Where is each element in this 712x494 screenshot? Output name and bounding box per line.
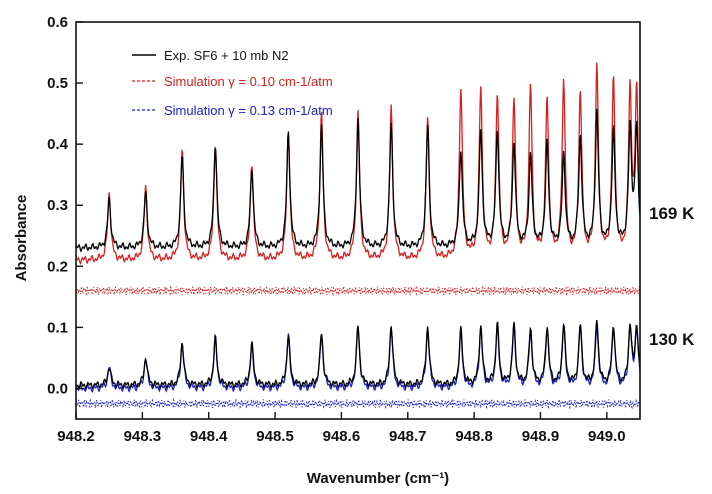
series-exp-169k: [75, 108, 641, 253]
legend: Exp. SF6 + 10 mb N2 Simulation γ = 0.10 …: [132, 48, 333, 118]
x-axis-ticks: 948.2 948.3 948.4 948.5 948.6 948.7 948.8 948.9…: [57, 412, 626, 445]
y-tick-label: 0.6: [47, 14, 68, 31]
x-tick-label: 948.5: [256, 428, 294, 445]
x-axis-title: Wavenumber (cm⁻¹): [307, 470, 449, 487]
series-residual-169k: [75, 285, 641, 297]
y-tick-label: 0.4: [47, 136, 69, 153]
x-tick-label: 948.6: [323, 428, 361, 445]
y-axis-ticks: 0.0 0.1 0.2 0.3 0.4 0.5 0.6: [47, 14, 83, 397]
x-tick-label: 949.0: [588, 428, 626, 445]
x-tick-label: 948.3: [124, 428, 162, 445]
series-residual-130k: [75, 397, 641, 410]
x-tick-label: 948.4: [190, 428, 228, 445]
y-tick-label: 0.2: [47, 258, 68, 275]
legend-label-sim-013: Simulation γ = 0.13 cm-1/atm: [164, 103, 333, 118]
temperature-label-169k: 169 K: [649, 204, 695, 223]
series-sim-010: [75, 62, 641, 265]
plot-frame: [75, 21, 641, 420]
y-tick-label: 0.5: [47, 75, 68, 92]
x-tick-label: 948.7: [389, 428, 427, 445]
y-tick-label: 0.1: [47, 319, 68, 336]
legend-label-sim-010: Simulation γ = 0.10 cm-1/atm: [164, 74, 333, 89]
temperature-label-130k: 130 K: [649, 330, 695, 349]
y-tick-label: 0.0: [47, 380, 68, 397]
y-axis-title: Absorbance: [13, 195, 30, 282]
x-tick-label: 948.2: [57, 428, 95, 445]
x-tick-label: 948.8: [455, 428, 493, 445]
series-exp-130k: [75, 319, 641, 391]
legend-label-experiment: Exp. SF6 + 10 mb N2: [164, 48, 289, 63]
plot-series-group: [75, 62, 641, 410]
y-tick-label: 0.3: [47, 197, 68, 214]
x-tick-label: 948.9: [522, 428, 560, 445]
